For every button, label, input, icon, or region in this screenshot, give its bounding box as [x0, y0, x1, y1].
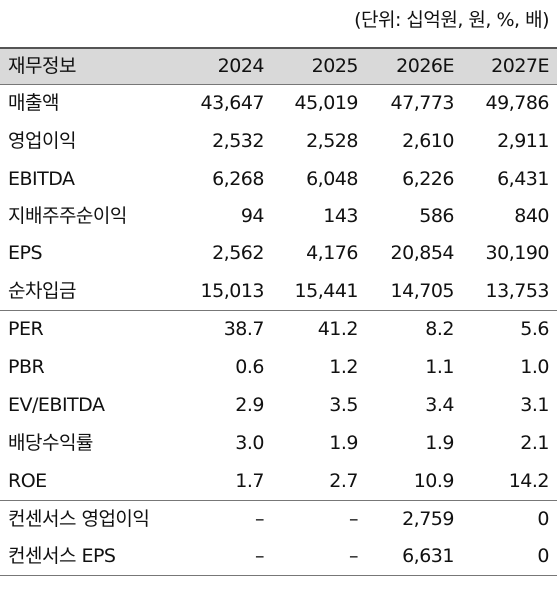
cell-value: 2,759 [402, 508, 454, 530]
row-label: 영업이익 [8, 130, 76, 152]
unit-note: (단위: 십억원, 원, %, 배) [354, 9, 549, 31]
cell-value: 6,048 [306, 168, 358, 190]
cell-value: 2,562 [212, 242, 264, 264]
row-label: 컨센서스 EPS [8, 545, 116, 567]
cell-value: 6,226 [402, 168, 454, 190]
rule [0, 500, 557, 501]
column-header: 2027E [491, 55, 549, 77]
row-label: 배당수익률 [8, 432, 93, 454]
row-label: 지배주주순이익 [8, 205, 127, 227]
cell-value: 20,854 [390, 242, 455, 264]
cell-value: 2,610 [402, 130, 454, 152]
row-label: EV/EBITDA [8, 394, 105, 416]
column-header: 2026E [396, 55, 454, 77]
cell-value: 0 [537, 545, 549, 567]
cell-value: 3.5 [329, 394, 358, 416]
cell-value: 586 [419, 205, 454, 227]
cell-value: 94 [240, 205, 265, 227]
cell-value: 1.7 [235, 470, 264, 492]
cell-value: – [349, 508, 359, 530]
cell-value: 6,268 [212, 168, 264, 190]
cell-value: 14,705 [390, 280, 455, 302]
column-header: 2024 [217, 55, 265, 77]
cell-value: 8.2 [425, 318, 454, 340]
row-label: 매출액 [8, 92, 59, 114]
cell-value: 13,753 [485, 280, 550, 302]
column-header: 2025 [311, 55, 359, 77]
cell-value: 30,190 [485, 242, 550, 264]
cell-value: 840 [514, 205, 549, 227]
cell-value: 3.1 [520, 394, 549, 416]
rule [0, 575, 557, 576]
cell-value: – [349, 545, 359, 567]
cell-value: 4,176 [306, 242, 358, 264]
row-label: EPS [8, 242, 43, 264]
cell-value: 2.7 [329, 470, 358, 492]
cell-value: 6,631 [402, 545, 454, 567]
row-label: EBITDA [8, 168, 75, 190]
cell-value: 15,441 [294, 280, 359, 302]
header-row-bg [0, 47, 557, 84]
cell-value: 1.1 [425, 356, 454, 378]
rule [0, 84, 557, 85]
cell-value: 1.0 [520, 356, 549, 378]
row-label: PER [8, 318, 44, 340]
cell-value: 1.9 [329, 432, 358, 454]
cell-value: 14.2 [508, 470, 550, 492]
cell-value: 38.7 [223, 318, 265, 340]
cell-value: 1.9 [425, 432, 454, 454]
cell-value: 2.1 [520, 432, 549, 454]
cell-value: 3.0 [235, 432, 264, 454]
cell-value: 45,019 [294, 92, 359, 114]
cell-value: 1.2 [329, 356, 358, 378]
cell-value: – [255, 508, 265, 530]
rule [0, 310, 557, 311]
cell-value: 3.4 [425, 394, 454, 416]
cell-value: 2.9 [235, 394, 264, 416]
cell-value: 47,773 [390, 92, 455, 114]
cell-value: – [255, 545, 265, 567]
row-label: PBR [8, 356, 45, 378]
cell-value: 6,431 [497, 168, 549, 190]
header-label: 재무정보 [8, 55, 76, 77]
cell-value: 2,911 [497, 130, 549, 152]
row-label: 컨센서스 영업이익 [8, 508, 150, 530]
cell-value: 2,528 [306, 130, 358, 152]
cell-value: 10.9 [413, 470, 455, 492]
cell-value: 15,013 [200, 280, 265, 302]
cell-value: 43,647 [200, 92, 265, 114]
cell-value: 49,786 [485, 92, 550, 114]
cell-value: 0.6 [235, 356, 264, 378]
cell-value: 5.6 [520, 318, 549, 340]
cell-value: 2,532 [212, 130, 264, 152]
cell-value: 143 [323, 205, 358, 227]
cell-value: 41.2 [317, 318, 359, 340]
row-label: 순차입금 [8, 280, 76, 302]
row-label: ROE [8, 470, 47, 492]
cell-value: 0 [537, 508, 549, 530]
